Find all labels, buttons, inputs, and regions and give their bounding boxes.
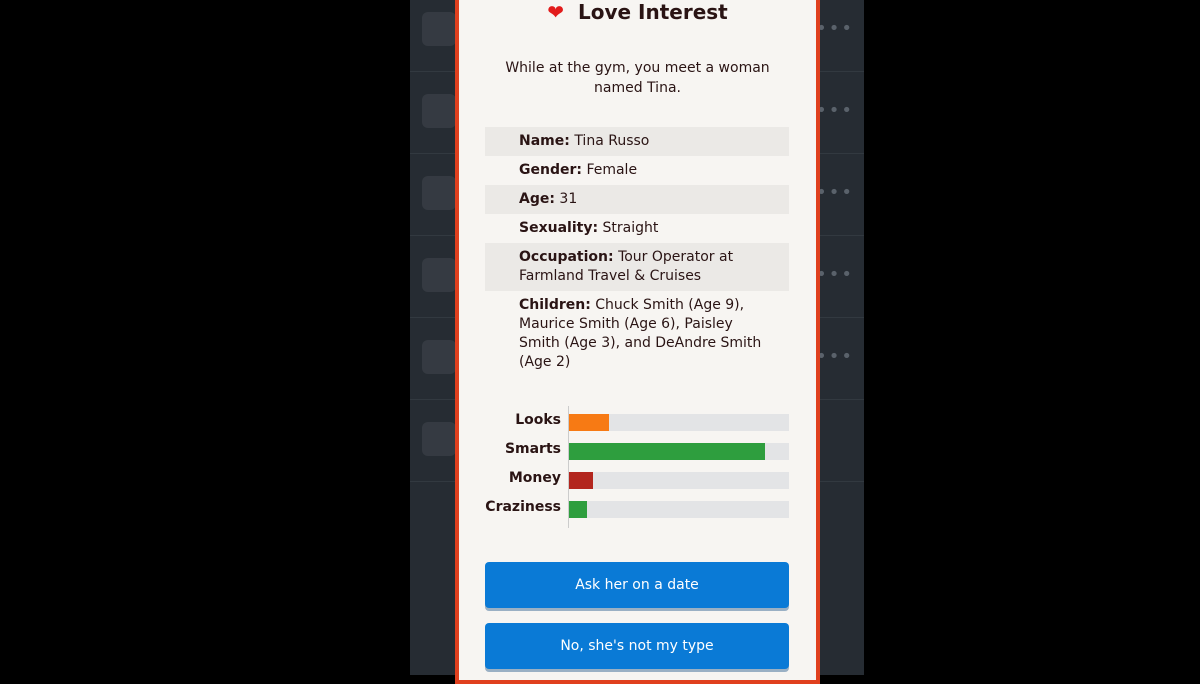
more-icon: ••• — [816, 100, 854, 121]
mask-icon — [422, 422, 456, 456]
stat-bar-track — [569, 472, 789, 489]
heart-icon: ❤ — [547, 0, 564, 24]
heart-icon — [422, 12, 456, 46]
info-value: Straight — [602, 220, 659, 236]
info-value: Female — [586, 162, 638, 178]
more-icon: ••• — [816, 182, 854, 203]
app-icon — [422, 340, 456, 374]
info-value: 31 — [559, 191, 578, 207]
info-value: Tina Russo — [574, 133, 650, 149]
info-table: Name: Tina Russo Gender: Female Age: 31 Sex… — [485, 127, 789, 377]
stats-chart: Looks Smarts Money Craziness — [485, 406, 789, 528]
heart-icon — [422, 258, 456, 292]
stat-label: Looks — [515, 412, 561, 428]
love-interest-dialog: ❤ Love Interest While at the gym, you mee… — [455, 0, 820, 684]
info-label: Occupation: — [519, 249, 614, 265]
info-row: Occupation: Tour Operator at Farmland Tr… — [485, 243, 789, 291]
info-row: Name: Tina Russo — [485, 127, 789, 156]
stat-label: Smarts — [504, 441, 561, 457]
stat-bar-fill — [569, 414, 609, 431]
info-value: Chuck Smith (Age 9), Maurice Smith (Age … — [519, 297, 762, 370]
more-icon: ••• — [816, 346, 854, 367]
stat-row-looks: Looks — [485, 406, 789, 435]
info-label: Age: — [519, 191, 555, 207]
stat-bar-track — [569, 443, 789, 460]
app-icon — [422, 94, 456, 128]
stat-bar-fill — [569, 501, 587, 518]
stat-label: Craziness — [485, 499, 561, 515]
stat-bar-track — [569, 414, 789, 431]
info-label: Name: — [519, 133, 570, 149]
stat-bar-fill — [569, 443, 765, 460]
stat-row-money: Money — [485, 464, 789, 493]
info-value: Tour Operator at Farmland Travel & Cruis… — [519, 249, 734, 284]
stat-row-craziness: Craziness — [485, 493, 789, 522]
stat-bar-track — [569, 501, 789, 518]
title-text: Love Interest — [578, 0, 728, 24]
info-label: Gender: — [519, 162, 582, 178]
info-row: Children: Chuck Smith (Age 9), Maurice S… — [485, 291, 789, 377]
stats-axis — [568, 406, 569, 528]
info-row: Sexuality: Straight — [485, 214, 789, 243]
stat-label: Money — [508, 470, 561, 486]
info-label: Sexuality: — [519, 220, 599, 236]
info-row: Age: 31 — [485, 185, 789, 214]
info-label: Children: — [519, 297, 591, 313]
flag-icon — [422, 176, 456, 210]
ask-on-date-button[interactable]: Ask her on a date — [485, 562, 789, 608]
stat-row-smarts: Smarts — [485, 435, 789, 464]
more-icon: ••• — [816, 264, 854, 285]
more-icon: ••• — [816, 18, 854, 39]
not-my-type-button[interactable]: No, she's not my type — [485, 623, 789, 669]
dialog-title: ❤ Love Interest — [459, 0, 816, 24]
dialog-description: While at the gym, you meet a woman named… — [505, 60, 770, 96]
stat-bar-fill — [569, 472, 594, 489]
info-row: Gender: Female — [485, 156, 789, 185]
